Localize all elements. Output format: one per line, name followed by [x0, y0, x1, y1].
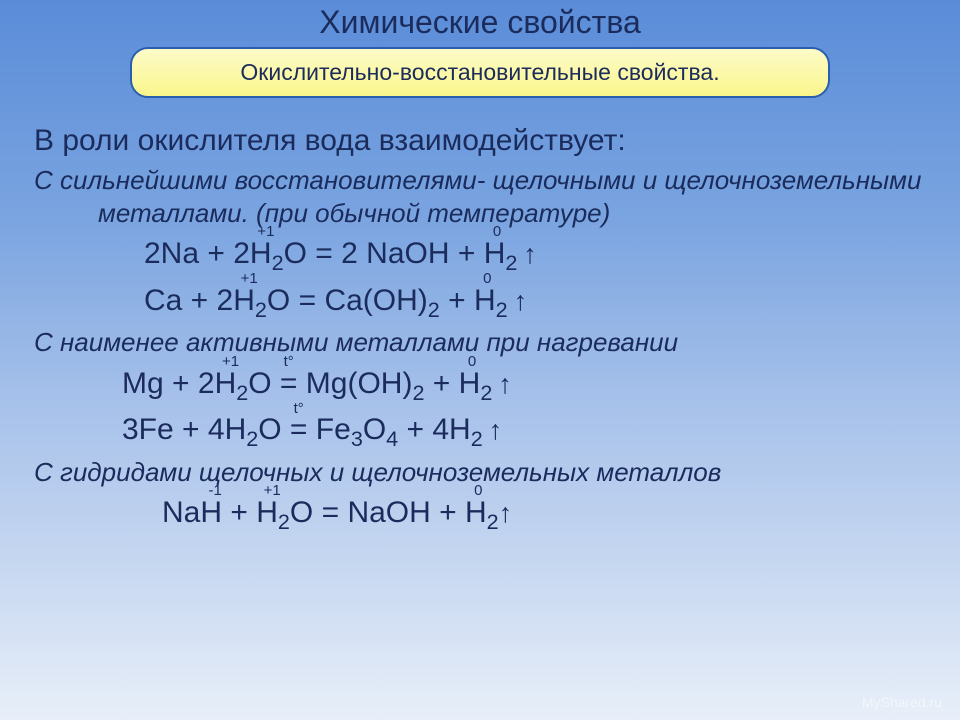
equation-4: 3Fe + 4H2O =t° Fe3O4 + 4H2 ↑	[122, 407, 926, 454]
section-1-text: С сильнейшими восстановителями- щелочным…	[34, 164, 926, 229]
subtitle-text: Окислительно-восстановительные свойства.	[240, 59, 719, 85]
intro-line: В роли окислителя вода взаимодействует:	[34, 124, 926, 158]
subtitle-box: Окислительно-восстановительные свойства.	[130, 47, 830, 98]
equation-block-3: NaH-1 + H+12O = NaOH + H02↑	[34, 490, 926, 537]
footer-watermark: MyShared.ru	[862, 694, 942, 710]
section-2-text: С наименее активными металлами при нагре…	[34, 326, 926, 359]
equation-3: Mg + 2H+12O =t° Mg(OH)2 + H02 ↑	[122, 361, 926, 408]
content-area: В роли окислителя вода взаимодействует: …	[0, 98, 960, 537]
page-title: Химические свойства	[0, 0, 960, 41]
equation-1: 2Na + 2H+12O = 2 NaOH + H02 ↑	[144, 231, 926, 278]
equation-block-2: Mg + 2H+12O =t° Mg(OH)2 + H02 ↑ 3Fe + 4H…	[34, 361, 926, 454]
equation-5: NaH-1 + H+12O = NaOH + H02↑	[162, 490, 926, 537]
equation-block-1: 2Na + 2H+12O = 2 NaOH + H02 ↑ Ca + 2H+12…	[34, 231, 926, 324]
slide: Химические свойства Окислительно-восстан…	[0, 0, 960, 720]
equation-2: Ca + 2H+12O = Ca(OH)2 + H02 ↑	[144, 278, 926, 325]
